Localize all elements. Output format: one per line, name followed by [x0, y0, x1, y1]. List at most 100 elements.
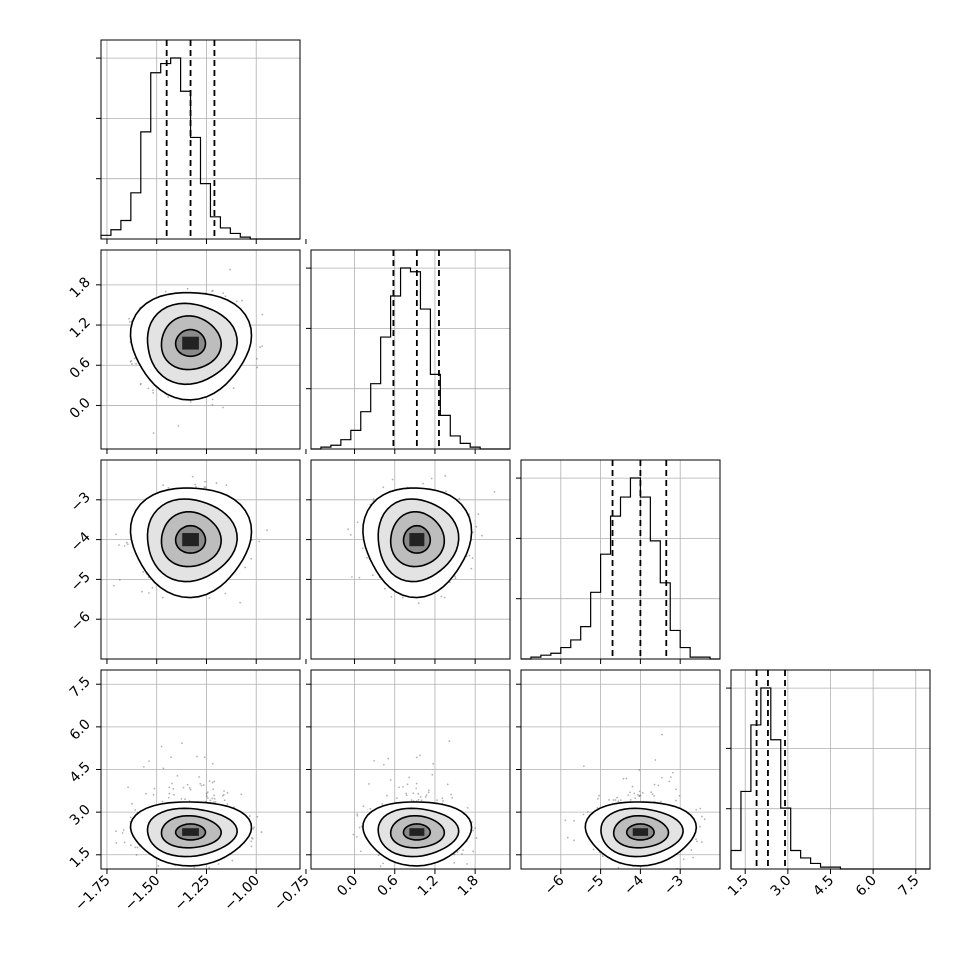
scatter-point	[349, 534, 352, 536]
scatter-point	[493, 490, 496, 493]
scatter-point	[619, 799, 622, 802]
scatter-point	[206, 791, 209, 794]
scatter-point	[167, 486, 170, 489]
scatter-point	[244, 566, 247, 569]
scatter-point	[629, 791, 631, 794]
scatter-point	[443, 596, 446, 599]
scatter-point	[415, 782, 418, 785]
scatter-point	[173, 793, 175, 796]
scatter-point	[162, 767, 165, 770]
scatter-point	[115, 842, 118, 844]
scatter-point	[147, 592, 150, 594]
scatter-point	[211, 290, 213, 293]
panel-2-2	[516, 460, 720, 660]
scatter-point	[627, 794, 630, 796]
scatter-point	[129, 360, 132, 363]
scatter-point	[222, 793, 225, 796]
scatter-point	[629, 798, 632, 801]
panel-1-1	[306, 250, 510, 450]
scatter-point	[653, 783, 656, 786]
scatter-point	[695, 838, 697, 841]
scatter-point	[362, 805, 365, 808]
density-peak	[632, 828, 649, 836]
scatter-point	[456, 851, 459, 853]
scatter-point	[410, 799, 413, 802]
scatter-point	[638, 790, 641, 793]
scatter-point	[127, 786, 129, 789]
scatter-point	[356, 813, 359, 816]
density-peak	[182, 533, 199, 547]
scatter-point	[212, 788, 215, 791]
y-tick-label: 1.8	[67, 274, 94, 301]
scatter-point	[123, 841, 126, 844]
scatter-point	[177, 424, 180, 427]
scatter-point	[468, 554, 471, 557]
y-tick-label: 6.0	[67, 716, 94, 743]
scatter-point	[211, 398, 214, 401]
scatter-point	[250, 845, 253, 848]
scatter-point	[162, 484, 165, 487]
scatter-point	[203, 486, 206, 489]
scatter-point	[417, 798, 420, 801]
scatter-point	[419, 754, 421, 757]
x-tick-label: 1.8	[455, 873, 482, 900]
panel-content	[115, 742, 263, 869]
x-tick-label: −4	[621, 872, 647, 898]
scatter-point	[266, 529, 268, 532]
scatter-point	[471, 557, 474, 559]
scatter-point	[93, 332, 95, 334]
scatter-point	[379, 865, 382, 868]
scatter-point	[417, 602, 420, 604]
scatter-point	[573, 839, 575, 842]
scatter-point	[587, 810, 589, 813]
scatter-point	[382, 763, 385, 766]
scatter-point	[454, 577, 457, 580]
scatter-point	[408, 776, 410, 779]
scatter-point	[633, 792, 636, 795]
x-tick-label: −5	[582, 873, 608, 899]
scatter-point	[221, 794, 224, 797]
scatter-point	[225, 484, 228, 486]
scatter-point	[121, 832, 124, 834]
scatter-point	[351, 576, 353, 578]
scatter-point	[261, 313, 264, 316]
y-tick-label: 4.5	[67, 759, 94, 786]
scatter-point	[444, 474, 447, 477]
scatter-point	[358, 826, 361, 829]
scatter-point	[387, 757, 390, 760]
scatter-point	[128, 317, 131, 320]
scatter-point	[398, 786, 400, 789]
scatter-point	[260, 831, 263, 833]
scatter-point	[209, 799, 212, 802]
scatter-point	[450, 793, 453, 796]
scatter-point	[474, 827, 476, 830]
scatter-point	[472, 850, 475, 853]
scatter-point	[475, 837, 478, 839]
scatter-point	[631, 785, 634, 788]
scatter-point	[125, 541, 128, 544]
scatter-point	[669, 776, 672, 779]
scatter-point	[657, 784, 660, 787]
scatter-point	[402, 785, 404, 788]
scatter-point	[695, 808, 698, 811]
scatter-point	[186, 783, 189, 786]
scatter-point	[129, 844, 132, 847]
scatter-point	[128, 321, 131, 323]
scatter-point	[454, 575, 456, 578]
scatter-point	[261, 345, 264, 348]
scatter-point	[415, 756, 418, 759]
scatter-point	[356, 521, 359, 524]
scatter-point	[193, 866, 196, 869]
scatter-point	[592, 848, 595, 851]
scatter-point	[355, 835, 358, 838]
panel-frame	[310, 459, 511, 660]
scatter-point	[405, 792, 408, 795]
scatter-point	[431, 773, 434, 776]
scatter-point	[412, 792, 415, 795]
scatter-point	[690, 849, 693, 851]
scatter-point	[598, 794, 600, 797]
scatter-point	[250, 840, 253, 843]
scatter-point	[453, 861, 456, 864]
scatter-point	[180, 797, 183, 800]
scatter-point	[189, 401, 192, 403]
